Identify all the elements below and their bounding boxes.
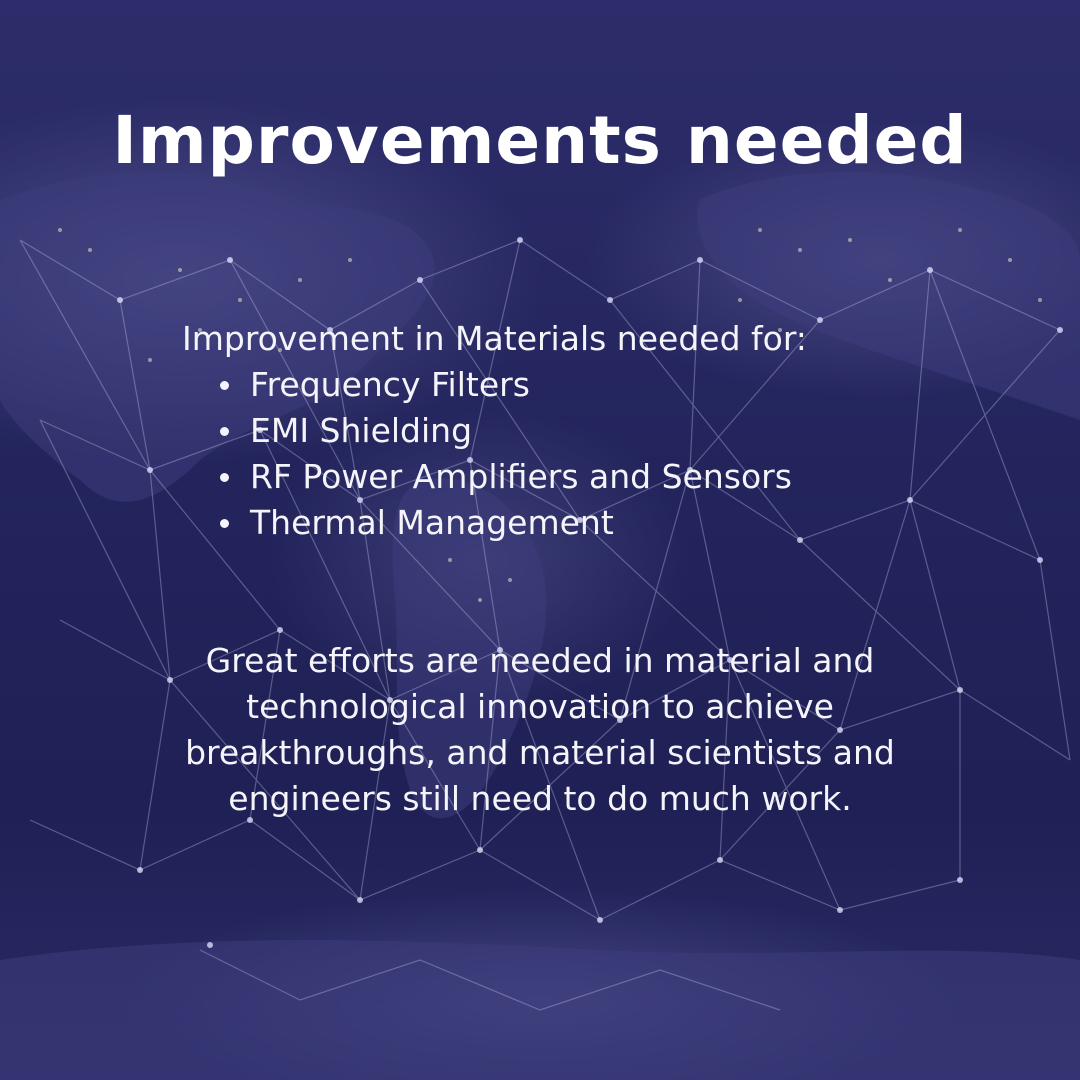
- list-item: Thermal Management: [218, 500, 1038, 546]
- list-item: RF Power Amplifiers and Sensors: [218, 454, 1038, 500]
- summary-paragraph: Great efforts are needed in material and…: [185, 641, 895, 818]
- page-title: Improvements needed: [112, 102, 968, 179]
- list-item: EMI Shielding: [218, 408, 1038, 454]
- bullet-icon: [220, 381, 229, 390]
- list-item: Frequency Filters: [218, 362, 1038, 408]
- list-item-label: EMI Shielding: [250, 411, 473, 450]
- list-item-label: Thermal Management: [250, 503, 614, 542]
- bullet-icon: [220, 519, 229, 528]
- improvement-list: Frequency Filters EMI Shielding RF Power…: [218, 362, 1038, 546]
- bullet-icon: [220, 473, 229, 482]
- intro-text: Improvement in Materials needed for:: [182, 319, 807, 358]
- list-item-label: RF Power Amplifiers and Sensors: [250, 457, 792, 496]
- bullet-icon: [220, 427, 229, 436]
- list-item-label: Frequency Filters: [250, 365, 530, 404]
